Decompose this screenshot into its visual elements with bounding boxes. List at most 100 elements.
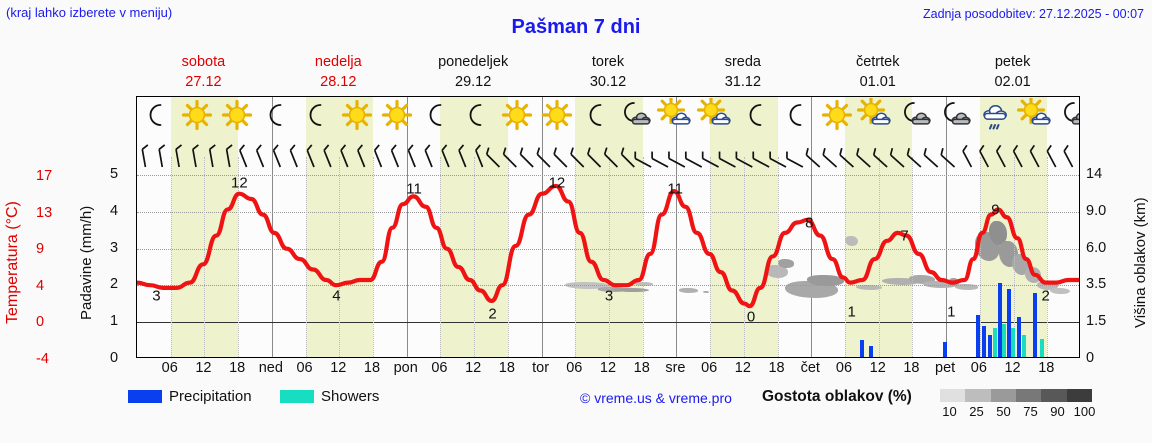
x-tick-12: 06	[566, 360, 583, 376]
temperature-axis-title: Temperatura (°C)	[4, 201, 21, 325]
gridline-v-26	[1013, 157, 1015, 357]
day-header-row: sobota 27.12 nedelja 28.12 ponedeljek 29.12 to…	[136, 52, 1080, 94]
x-tick-15: sre	[665, 360, 686, 376]
x-tick-23: pet	[935, 360, 956, 376]
location-menu-note[interactable]: (kraj lahko izberete v meniju)	[6, 5, 173, 20]
day-separator-1	[271, 97, 273, 357]
gridline-h-1	[137, 211, 1079, 213]
x-tick-13: 12	[599, 360, 617, 376]
precip-tick-5: 0	[110, 350, 119, 366]
x-tick-22: 18	[903, 360, 920, 376]
x-tick-14: 18	[633, 360, 650, 376]
x-tick-24: 06	[970, 360, 987, 376]
moon-cloud-icon	[617, 97, 657, 137]
temp-label-14: 2	[1041, 287, 1050, 305]
precip-tick-4: 1	[110, 313, 119, 330]
day-header-3: torek 30.12	[541, 52, 676, 94]
day-separator-4	[676, 97, 678, 357]
day-header-1: nedelja 28.12	[271, 52, 406, 94]
density-tick-3: 75	[1023, 404, 1038, 419]
precipitation-bar-4	[982, 325, 987, 357]
cloud-blob-16	[954, 284, 978, 290]
gridline-h-3	[137, 285, 1079, 287]
gridline-h-0	[137, 175, 1079, 176]
x-tick-7: pon	[393, 360, 418, 376]
cloud-rain-icon	[977, 97, 1017, 137]
daylight-band-0	[170, 97, 239, 357]
moon-icon	[737, 97, 777, 137]
day-header-5: četrtek 01.01	[810, 52, 945, 94]
precipitation-bar-5	[988, 334, 993, 357]
moon-icon	[137, 97, 177, 137]
temp-tick-4: 0	[36, 314, 45, 330]
density-tick-5: 100	[1073, 404, 1096, 419]
day-date: 31.12	[724, 74, 762, 90]
legend-showers-label: Showers	[321, 388, 380, 405]
cloud-tick-2: 6.0	[1086, 239, 1107, 256]
moon-icon	[257, 97, 297, 137]
density-swatch-3	[1015, 389, 1042, 402]
day-date: 29.12	[455, 74, 492, 90]
day-name: nedelja	[314, 54, 362, 70]
x-axis-labels: 06 12 18 ned 06 12 18 pon 06 12 18 tor 06 12 18 sre 06 12…	[136, 360, 1080, 382]
temp-tick-2: 9	[36, 241, 45, 257]
density-tick-4: 90	[1050, 404, 1065, 419]
cloud-tick-0: 14	[1086, 166, 1103, 182]
precip-tick-0: 5	[110, 166, 119, 182]
gridline-v-27	[1047, 157, 1049, 357]
x-tick-17: 12	[734, 360, 751, 376]
precipitation-bar-7	[998, 283, 1003, 357]
legend-showers: Showers	[280, 388, 379, 405]
temp-label-10: 1	[847, 303, 856, 321]
cloud-blob-13	[908, 274, 936, 284]
day-name: torek	[591, 54, 625, 70]
gridline-v-19	[777, 157, 779, 357]
cloud-tick-5: 0	[1086, 350, 1095, 366]
x-tick-4: 06	[296, 360, 313, 376]
temp-tick-0: 17	[36, 168, 53, 184]
temp-label-4: 2	[488, 305, 497, 323]
cloud-tick-3: 3.5	[1086, 276, 1107, 293]
temp-label-5: 12	[548, 174, 566, 192]
legend-precipitation: Precipitation	[128, 388, 252, 405]
x-tick-2: 18	[229, 360, 246, 376]
density-tick-0: 10	[942, 404, 957, 419]
temp-label-1: 12	[230, 174, 248, 192]
last-updated-text: Zadnja posodobitev: 27.12.2025 - 00:07	[922, 7, 1144, 21]
wind-barb-row	[137, 137, 1079, 175]
temp-tick-1: 13	[36, 204, 53, 221]
temp-label-9: 8	[805, 214, 814, 232]
density-tick-2: 50	[996, 404, 1011, 419]
temp-tick-3: 4	[36, 277, 45, 294]
x-tick-9: 12	[465, 360, 482, 376]
precip-tick-2: 3	[110, 239, 119, 256]
moon-cloud-icon	[1057, 97, 1079, 137]
x-tick-10: 18	[498, 360, 515, 376]
showers-swatch	[280, 390, 314, 403]
cloud-blob-12	[881, 278, 919, 286]
showers-bar-12	[1021, 334, 1026, 357]
day-date: 30.12	[589, 74, 627, 90]
cloud-blob-18	[989, 221, 1007, 246]
x-tick-0: 06	[161, 360, 178, 376]
precipitation-bars	[137, 97, 1079, 357]
cloud-blob-4	[678, 287, 699, 293]
copyright-text[interactable]: © vreme.us & vreme.pro	[580, 390, 732, 406]
precipitation-axis-title: Padavine (mm/h)	[78, 205, 95, 321]
day-header-2: ponedeljek 29.12	[406, 52, 541, 94]
sun-cloud-icon	[1017, 97, 1057, 137]
gridline-v-6	[339, 157, 341, 357]
precipitation-bar-1	[869, 345, 874, 357]
temp-label-8: 0	[746, 308, 756, 326]
gridline-v-23	[912, 157, 914, 357]
cloud-blob-14	[923, 280, 957, 288]
day-header-6: petek 02.01	[945, 52, 1080, 94]
x-tick-3: ned	[258, 360, 283, 376]
density-swatch-1	[965, 389, 991, 402]
cloud-blob-23	[1050, 287, 1070, 295]
x-tick-19: čet	[800, 360, 820, 376]
chart-legend: Precipitation Showers © vreme.us & vreme…	[0, 386, 1152, 426]
precipitation-bar-9	[1006, 288, 1011, 357]
gridline-v-13	[575, 157, 577, 357]
day-name: petek	[994, 54, 1031, 70]
